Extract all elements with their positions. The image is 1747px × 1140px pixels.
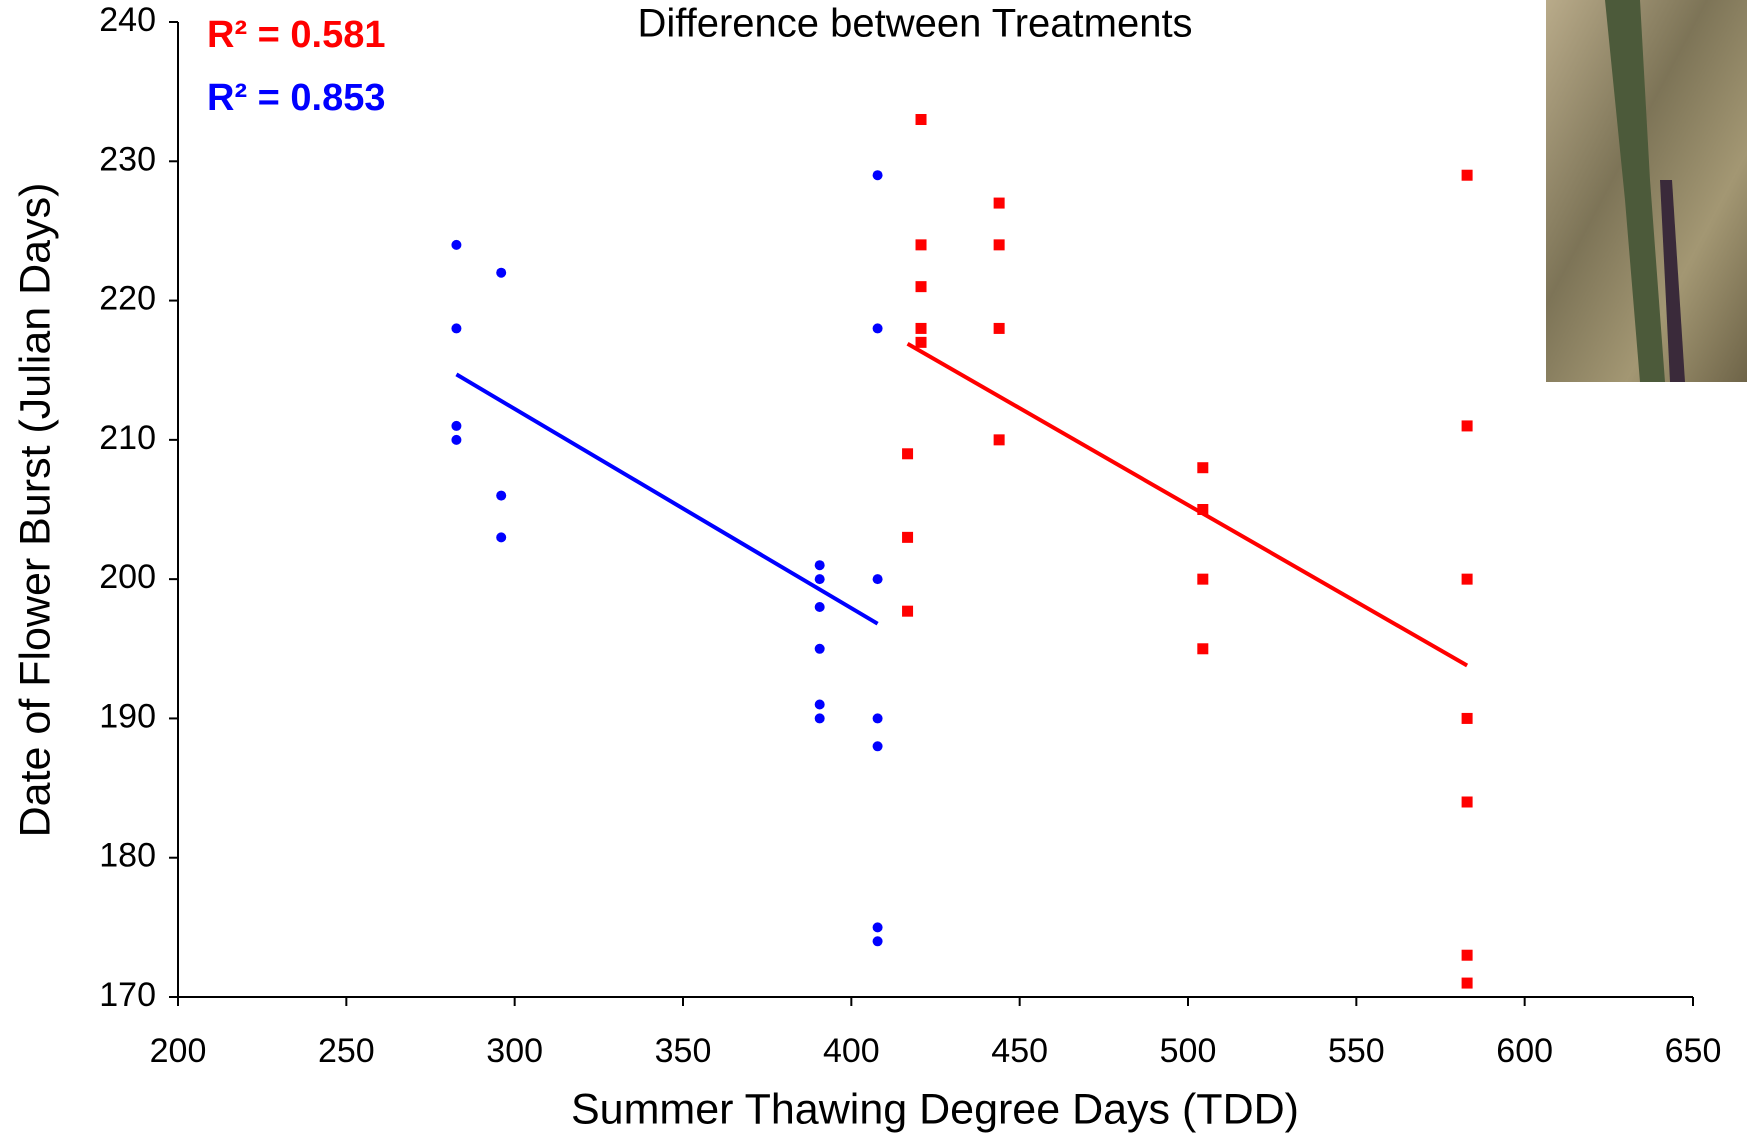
point [451, 420, 462, 431]
point [1197, 573, 1209, 585]
y-axis-title: Date of Flower Burst (Julian Days) [11, 183, 59, 838]
trend-line [455, 372, 879, 626]
point [496, 532, 507, 543]
point [814, 643, 825, 654]
point [1461, 712, 1473, 724]
point [872, 323, 883, 334]
x-tick-label: 250 [318, 1032, 375, 1070]
point [1461, 420, 1473, 432]
point [872, 713, 883, 724]
point [1197, 643, 1209, 655]
y-tick-label: 240 [99, 1, 156, 39]
x-tick-label: 500 [1160, 1032, 1217, 1070]
point [814, 560, 825, 571]
point [814, 602, 825, 612]
point [915, 114, 927, 125]
point [1461, 949, 1473, 961]
point [872, 922, 883, 933]
photo [1546, 0, 1747, 382]
point [451, 323, 462, 334]
point [1461, 977, 1473, 989]
point [814, 574, 825, 585]
x-tick-label: 300 [486, 1032, 543, 1070]
point [872, 574, 883, 585]
y-tick-label: 210 [99, 419, 156, 457]
point [993, 322, 1005, 334]
point [1197, 504, 1209, 515]
point [993, 239, 1005, 251]
x-tick-label: 350 [655, 1032, 712, 1070]
y-tick-label: 170 [99, 976, 156, 1014]
point [814, 699, 825, 710]
point [496, 490, 507, 501]
r-squared: R² = 0.581 [207, 14, 386, 56]
y-tick-label: 220 [99, 280, 156, 318]
point [496, 267, 507, 278]
y-tick-label: 200 [99, 558, 156, 596]
point [872, 741, 883, 752]
x-tick-label: 400 [823, 1032, 880, 1070]
y-tick-label: 180 [99, 837, 156, 875]
y-tick-label: 190 [99, 697, 156, 735]
point [902, 531, 914, 543]
point [872, 936, 883, 947]
x-tick-label: 650 [1665, 1032, 1722, 1070]
point [915, 281, 927, 293]
point [451, 434, 462, 445]
trend-line [906, 342, 1469, 668]
point [915, 239, 927, 251]
point [451, 239, 462, 250]
point [1461, 169, 1473, 181]
x-tick-label: 600 [1496, 1032, 1553, 1070]
chart-title: Difference between Treatments [637, 2, 1192, 46]
point [872, 170, 883, 181]
point [1461, 573, 1473, 585]
point [814, 713, 825, 724]
y-tick-label: 230 [99, 140, 156, 178]
x-tick-label: 200 [150, 1032, 207, 1070]
point [915, 322, 927, 334]
point [993, 434, 1005, 446]
point [902, 605, 914, 617]
x-axis-title: Summer Thawing Degree Days (TDD) [571, 1085, 1299, 1133]
r-squared: R² = 0.853 [207, 77, 386, 119]
point [1197, 462, 1209, 474]
point [902, 448, 914, 460]
x-tick-label: 450 [991, 1032, 1048, 1070]
x-tick-label: 550 [1328, 1032, 1385, 1070]
point [1461, 796, 1473, 808]
point [915, 336, 927, 348]
point [993, 197, 1005, 209]
